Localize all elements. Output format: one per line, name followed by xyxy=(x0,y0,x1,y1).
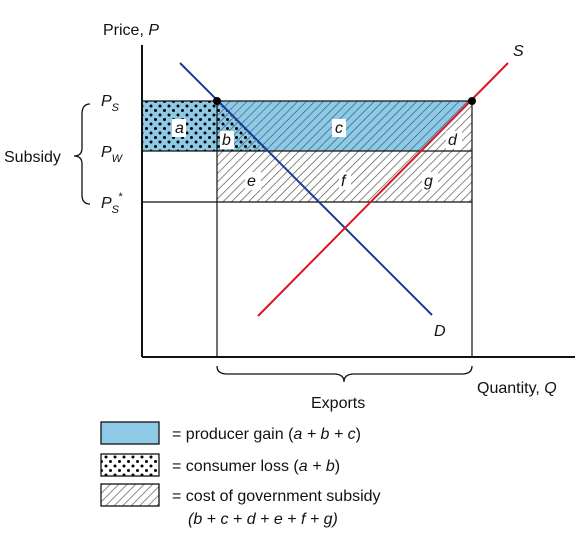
supply-curve xyxy=(257,62,509,317)
legend-swatch-subsidy-cost xyxy=(100,483,160,507)
exports-brace xyxy=(216,365,473,383)
region-e-label-group: e xyxy=(245,172,261,190)
demand-label: D xyxy=(434,323,446,340)
price-label-ps: PS xyxy=(101,93,120,114)
exports-label: Exports xyxy=(311,395,365,412)
legend-swatch-producer-gain xyxy=(100,421,160,445)
subsidy-label: Subsidy xyxy=(4,149,61,166)
legend-text-subsidy-cost: = cost of government subsidy xyxy=(172,488,381,505)
legend-swatch-consumer-loss xyxy=(100,453,160,477)
region-a-label-group: a xyxy=(172,119,186,137)
legend-text-producer-gain: = producer gain (a + b + c) xyxy=(172,426,361,443)
region-d-label-group: d xyxy=(446,131,462,149)
region-c-label-group: c xyxy=(332,119,346,137)
legend-text-consumer-loss: = consumer loss (a + b) xyxy=(172,458,340,475)
region-e-label: e xyxy=(247,173,256,190)
demand-curve xyxy=(179,62,433,316)
price-label-pw: PW xyxy=(101,144,124,165)
price-label-ps-star: PS* xyxy=(101,191,123,216)
y-axis-label: Price, P xyxy=(103,22,159,39)
subsidy-brace xyxy=(73,103,91,205)
region-d-label: d xyxy=(448,132,458,149)
region-f-label-group: f xyxy=(339,172,351,190)
x-axis-label: Quantity, Q xyxy=(477,380,557,397)
region-b-label: b xyxy=(222,132,231,149)
supply-label: S xyxy=(513,43,524,60)
legend-text-subsidy-formula: (b + c + d + e + f + g) xyxy=(188,511,338,528)
region-g-label-group: g xyxy=(422,172,438,190)
region-g-label: g xyxy=(424,173,433,190)
region-f-label: f xyxy=(341,173,347,190)
demand-point xyxy=(213,97,221,105)
region-a-label: a xyxy=(175,120,184,137)
region-b-label-group: b xyxy=(220,131,234,149)
region-c-label: c xyxy=(335,120,343,137)
supply-point xyxy=(468,97,476,105)
